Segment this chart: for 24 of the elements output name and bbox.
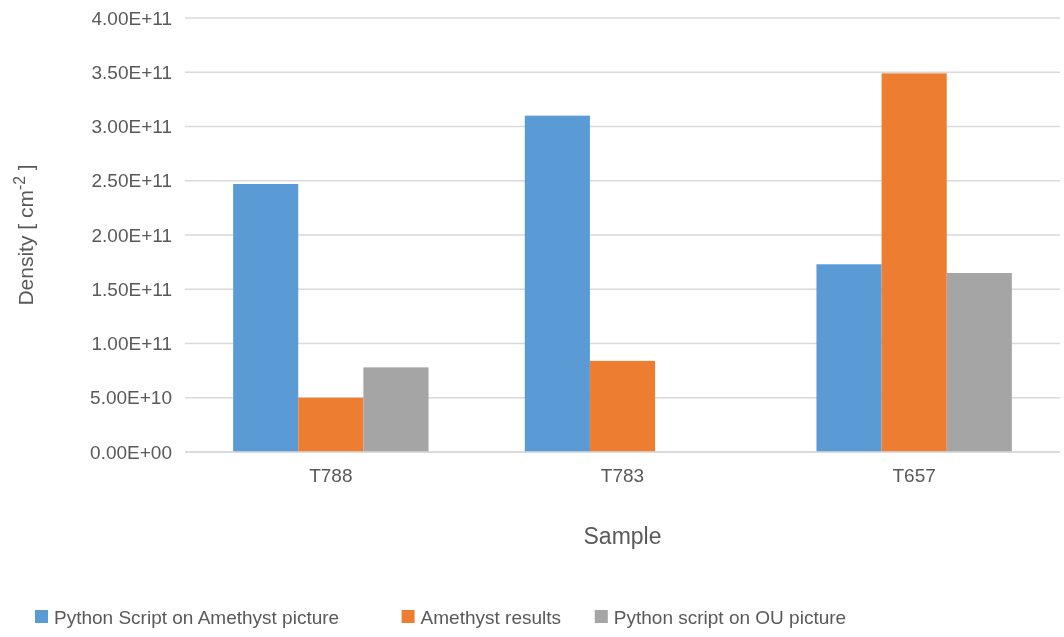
bar [363, 367, 429, 452]
y-tick-label: 2.50E+11 [91, 170, 172, 192]
legend-label: Amethyst results [420, 606, 562, 628]
x-tick-label: T783 [600, 465, 645, 486]
y-tick-label: 2.00E+11 [91, 224, 172, 246]
bar [881, 73, 947, 452]
bar [816, 264, 882, 452]
x-tick-label: T788 [309, 465, 353, 486]
y-tick-label: 1.50E+11 [91, 278, 172, 300]
y-tick-label: 3.00E+11 [91, 116, 172, 138]
bar [298, 397, 364, 452]
x-axis-title: Sample [583, 523, 662, 549]
bar [589, 360, 656, 452]
bar [524, 115, 590, 452]
bar [946, 272, 1012, 452]
y-tick-label: 3.50E+11 [91, 61, 172, 83]
bar [233, 184, 299, 452]
y-tick-label: 4.00E+11 [91, 7, 172, 29]
y-tick-label: 5.00E+10 [90, 387, 172, 409]
legend-label: Python Script on Amethyst picture [54, 606, 340, 628]
x-tick-label: T657 [892, 465, 936, 486]
y-tick-label: 0.00E+00 [90, 441, 172, 463]
y-tick-label: 1.00E+11 [91, 333, 172, 355]
legend-label: Python script on OU picture [613, 606, 847, 628]
